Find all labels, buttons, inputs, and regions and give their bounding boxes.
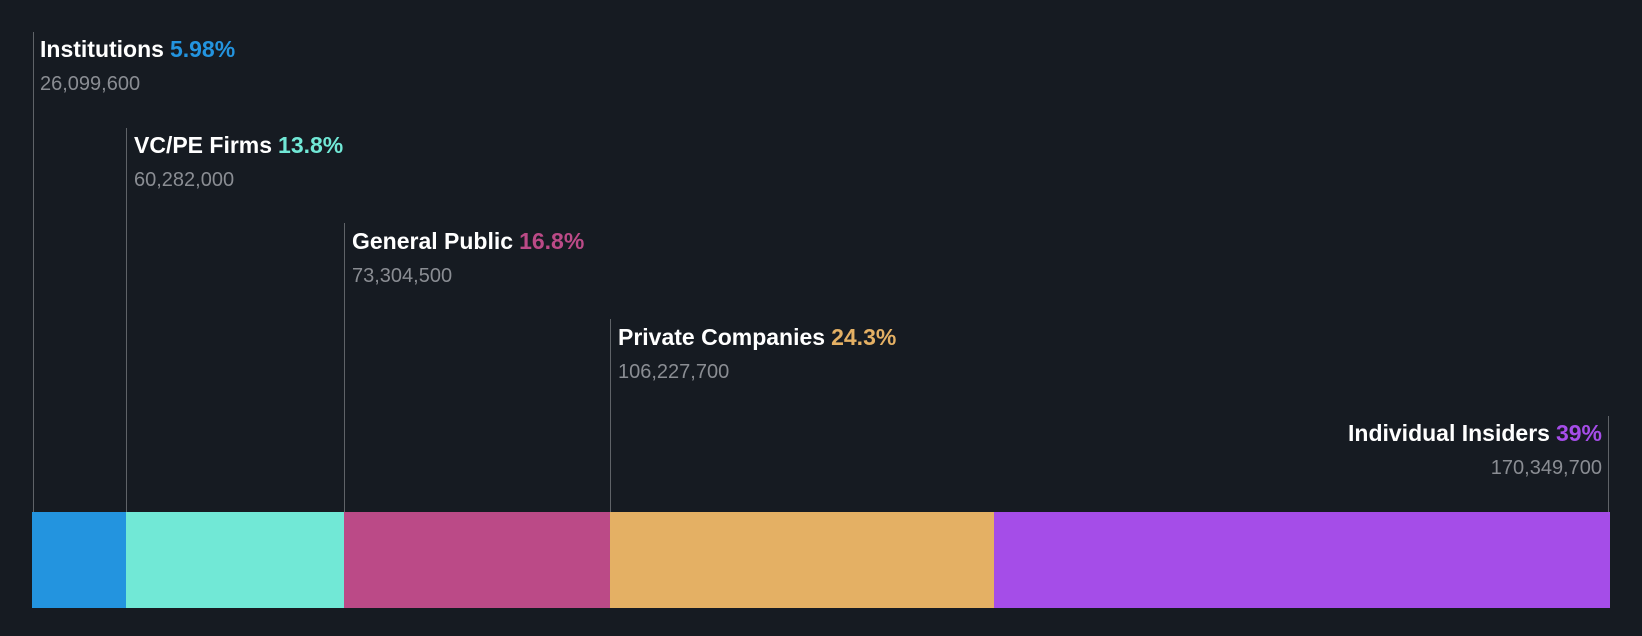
segment-shares: 60,282,000: [134, 169, 235, 191]
segment-percent: 39%: [1555, 420, 1602, 446]
label-vcpe-firms: VC/PE Firms 13.8% 60,282,000: [134, 132, 343, 192]
segment-percent: 24.3%: [831, 324, 897, 350]
leader-line-vcpe-firms: [126, 128, 127, 512]
segment-vcpe-firms: [126, 512, 344, 608]
leader-line-private-companies: [610, 319, 611, 512]
segment-name: Individual Insiders: [1348, 420, 1550, 446]
segment-name: VC/PE Firms: [134, 132, 273, 158]
segment-shares: 170,349,700: [1490, 457, 1602, 479]
segment-percent: 5.98%: [169, 36, 236, 62]
segment-shares: 26,099,600: [40, 73, 141, 95]
segment-percent: 13.8%: [278, 132, 344, 158]
leader-line-general-public: [344, 223, 345, 512]
label-individual-insiders: Individual Insiders 39% 170,349,700: [1348, 420, 1602, 480]
segment-name: Private Companies: [618, 324, 826, 350]
segment-shares: 106,227,700: [618, 361, 730, 383]
segment-general-public: [344, 512, 610, 608]
segment-name: Institutions: [40, 36, 164, 62]
segment-name: General Public: [352, 228, 514, 254]
segment-percent: 16.8%: [519, 228, 585, 254]
leader-line-individual-insiders: [1608, 416, 1609, 512]
segment-shares: 73,304,500: [352, 265, 453, 287]
segment-individual-insiders: [994, 512, 1610, 608]
leader-line-institutions: [33, 32, 34, 512]
label-private-companies: Private Companies 24.3% 106,227,700: [618, 324, 896, 384]
segment-private-companies: [610, 512, 994, 608]
label-general-public: General Public 16.8% 73,304,500: [352, 228, 584, 288]
segment-institutions: [32, 512, 126, 608]
label-institutions: Institutions 5.98% 26,099,600: [40, 36, 235, 96]
